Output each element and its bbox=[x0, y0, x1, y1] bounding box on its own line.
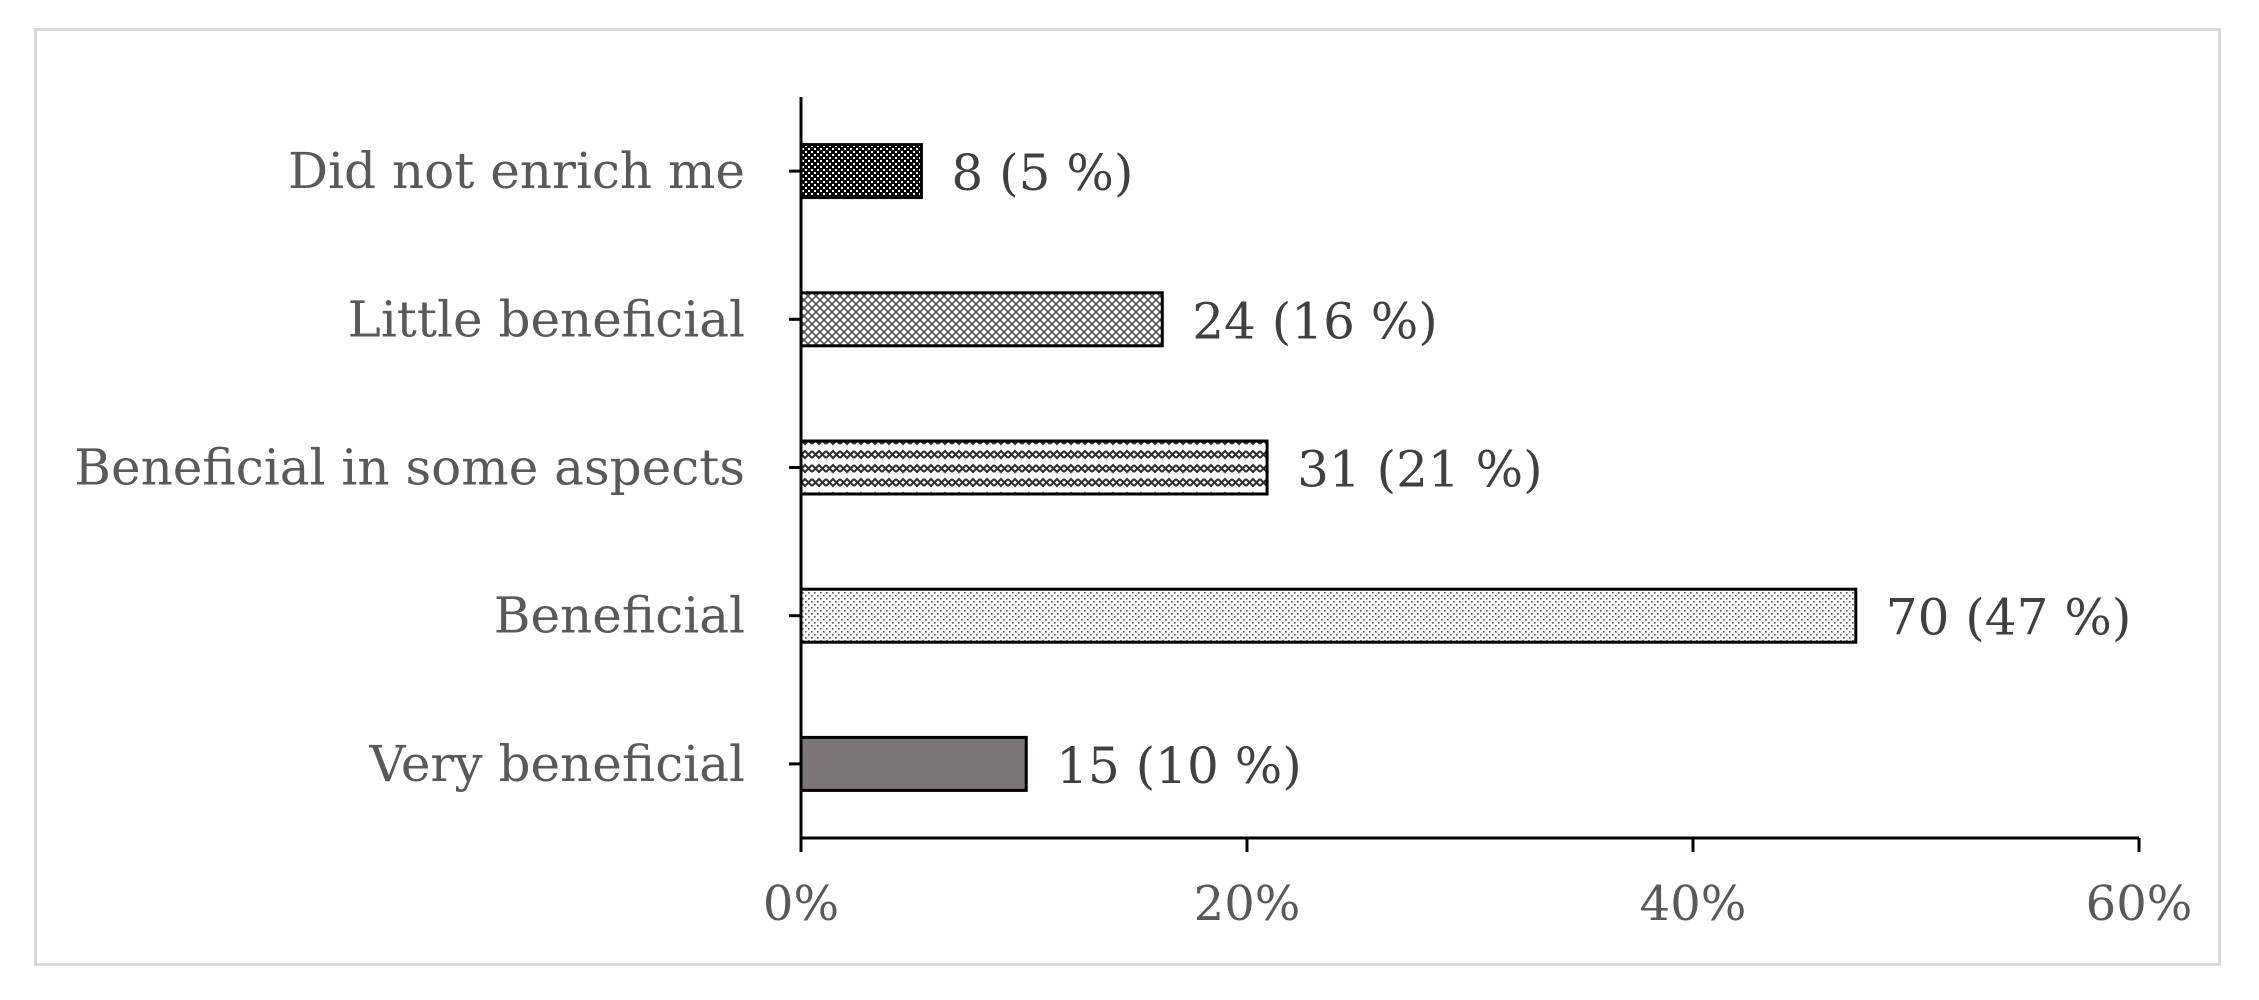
category-label-2: Beneficial in some aspects bbox=[74, 439, 745, 497]
labels-layer: Did not enrich me 8 (5 %) Little beneficia… bbox=[74, 142, 2131, 795]
data-label-0: 8 (5 %) bbox=[951, 144, 1133, 202]
bar-0 bbox=[799, 143, 923, 200]
bars-layer bbox=[799, 143, 1858, 792]
category-label-3: Beneficial bbox=[494, 587, 745, 645]
bar-1 bbox=[799, 291, 1164, 348]
x-tick-label-3: 60% bbox=[2086, 876, 2193, 932]
category-label-0: Did not enrich me bbox=[288, 142, 745, 200]
x-tick-label-2: 40% bbox=[1640, 876, 1747, 932]
chart-frame bbox=[34, 28, 2221, 966]
x-tick-label-1: 20% bbox=[1194, 876, 1301, 932]
axes-layer: 0% 20% 40% 60% bbox=[763, 97, 2192, 932]
x-tick-label-0: 0% bbox=[763, 876, 839, 932]
data-label-2: 31 (21 %) bbox=[1297, 441, 1543, 499]
data-label-1: 24 (16 %) bbox=[1192, 292, 1438, 350]
bar-2 bbox=[799, 439, 1269, 496]
data-label-4: 15 (10 %) bbox=[1056, 737, 1302, 795]
category-label-1: Little beneficial bbox=[348, 290, 745, 348]
bar-3 bbox=[799, 587, 1858, 644]
data-label-3: 70 (47 %) bbox=[1886, 589, 2132, 647]
bar-4 bbox=[799, 735, 1028, 792]
category-label-4: Very beneficial bbox=[368, 735, 745, 793]
